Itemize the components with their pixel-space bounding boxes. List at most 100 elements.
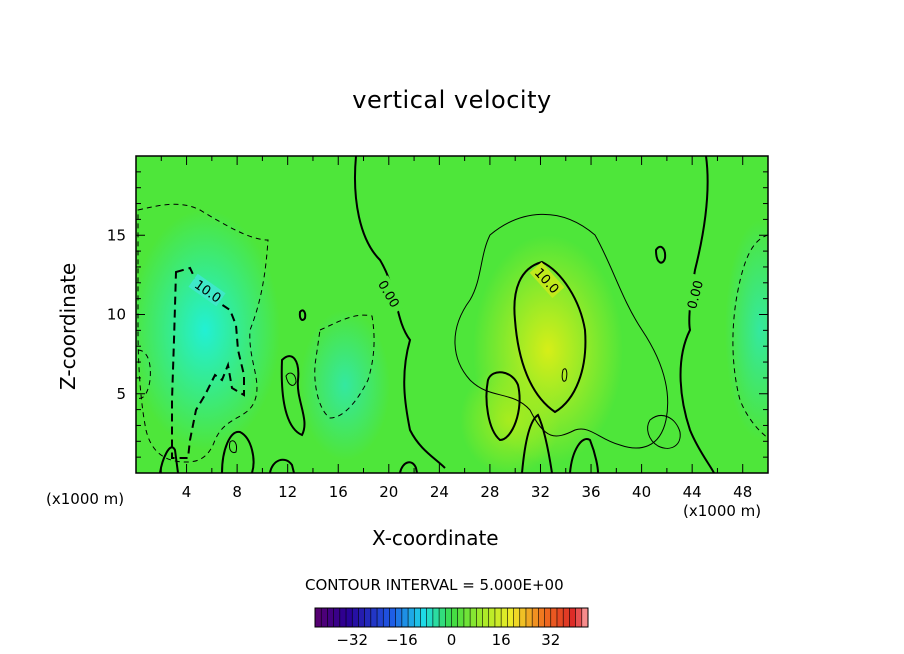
x-tick-label: 48 [733,483,752,501]
colorbar-tick-label: 16 [492,631,511,649]
colorbar-segment [333,608,341,627]
x-tick-label: 20 [379,483,398,501]
colorbar-segment [426,608,434,627]
x-axis-ticks: 4 8 12 16 20 24 28 32 36 40 44 48 [160,156,769,501]
x-tick-label: 16 [329,483,348,501]
x-tick-label: 40 [632,483,651,501]
colorbar-segment [501,608,508,627]
positive-contour-5 [454,213,669,449]
zero-contour-11 [298,309,307,321]
colorbar-tick-labels: −32 −16 0 16 32 [336,631,560,649]
x-axis-label: X-coordinate [372,526,499,550]
colorbar [314,607,589,628]
positive-contour-5d [229,440,237,453]
contour-label-zero-right: 0.00 [685,279,707,311]
x-tick-label: 24 [430,483,449,501]
zero-contour-8 [521,413,553,473]
colorbar-segment [538,608,545,627]
negative-contour-5d [137,349,151,399]
colorbar-segment [377,608,384,627]
colorbar-segment [488,608,496,627]
colorbar-segment [463,608,471,627]
negative-contour-5c [732,234,768,439]
x-tick-label: 4 [182,483,192,501]
y-tick-label: 10 [107,306,126,324]
colorbar-segment [408,608,415,627]
contour-interval-note: CONTOUR INTERVAL = 5.000E+00 [305,576,564,594]
colorbar-segment [544,608,552,627]
colorbar-segment [370,608,378,627]
colorbar-segment [445,608,452,627]
colorbar-segment [507,608,514,627]
x-unit-left: (x1000 m) [46,490,125,508]
colorbar-segment [563,608,570,627]
colorbar-segment [556,608,564,627]
colorbar-tick-label: 0 [447,631,457,649]
zero-contour-7 [485,371,521,442]
zero-contour-3 [280,355,306,437]
colorbar-segment [525,608,533,627]
negative-contour-5b [314,314,375,419]
zero-contour-6 [399,461,418,473]
downdraft-core [136,210,280,450]
y-tick-label: 5 [116,385,126,403]
colorbar-tick-label: 32 [541,631,560,649]
zero-contour-4 [221,430,255,473]
colorbar-segment [550,608,558,627]
x-tick-label: 12 [278,483,297,501]
positive-contour-5b [647,415,681,449]
downdraft-right [725,220,768,440]
colorbar-tick-label: −16 [386,631,418,649]
colorbar-segment [439,608,446,627]
colorbar-segment [389,608,396,627]
colorbar-segment [470,608,477,627]
negative-contour-5 [137,203,269,463]
colorbar-segment [395,608,403,627]
colorbar-segment [339,608,347,627]
colorbar-segment [494,608,502,627]
x-tick-label: 28 [480,483,499,501]
colorbar-segment [432,608,440,627]
positive-contour-10 [513,260,587,414]
colorbar-segment [315,608,322,627]
colorbar-segment [346,608,353,627]
colorbar-segment [420,608,427,627]
zero-contour-9 [569,438,599,473]
zero-contour-5 [269,458,295,473]
positive-contour-inner [561,368,568,382]
colorbar-segment [575,608,583,627]
negative-contour-10 [171,266,245,459]
colorbar-segment [451,608,459,627]
colorbar-segment [569,608,576,627]
colorbar-segment [352,608,359,627]
colorbar-segment [358,608,365,627]
colorbar-segment [321,608,328,627]
colorbar-segment [532,608,539,627]
x-tick-label: 8 [232,483,242,501]
velocity-field [136,156,768,473]
x-tick-label: 44 [683,483,702,501]
colorbar-segment [457,608,465,627]
colorbar-segment [364,608,372,627]
positive-contour-5c [285,372,297,386]
colorbar-segment [401,608,409,627]
colorbar-tick-label: −32 [336,631,368,649]
colorbar-segment [482,608,490,627]
colorbar-segment [414,608,421,627]
colorbar-segment [519,608,527,627]
x-unit-right: (x1000 m) [683,502,762,520]
updraft-lower [460,365,560,473]
y-axis-ticks: 5 10 15 [107,171,768,458]
chart-title: vertical velocity [352,86,552,114]
colorbar-segment [476,608,483,627]
zero-contour-1 [354,156,446,469]
downdraft-secondary [300,310,390,460]
zero-contour-2 [679,156,715,473]
x-tick-label: 36 [581,483,600,501]
x-tick-label: 32 [531,483,550,501]
colorbar-frame [314,607,589,628]
colorbar-segment [581,608,589,627]
zero-contour-12 [654,245,667,264]
contour-lines [137,156,768,473]
